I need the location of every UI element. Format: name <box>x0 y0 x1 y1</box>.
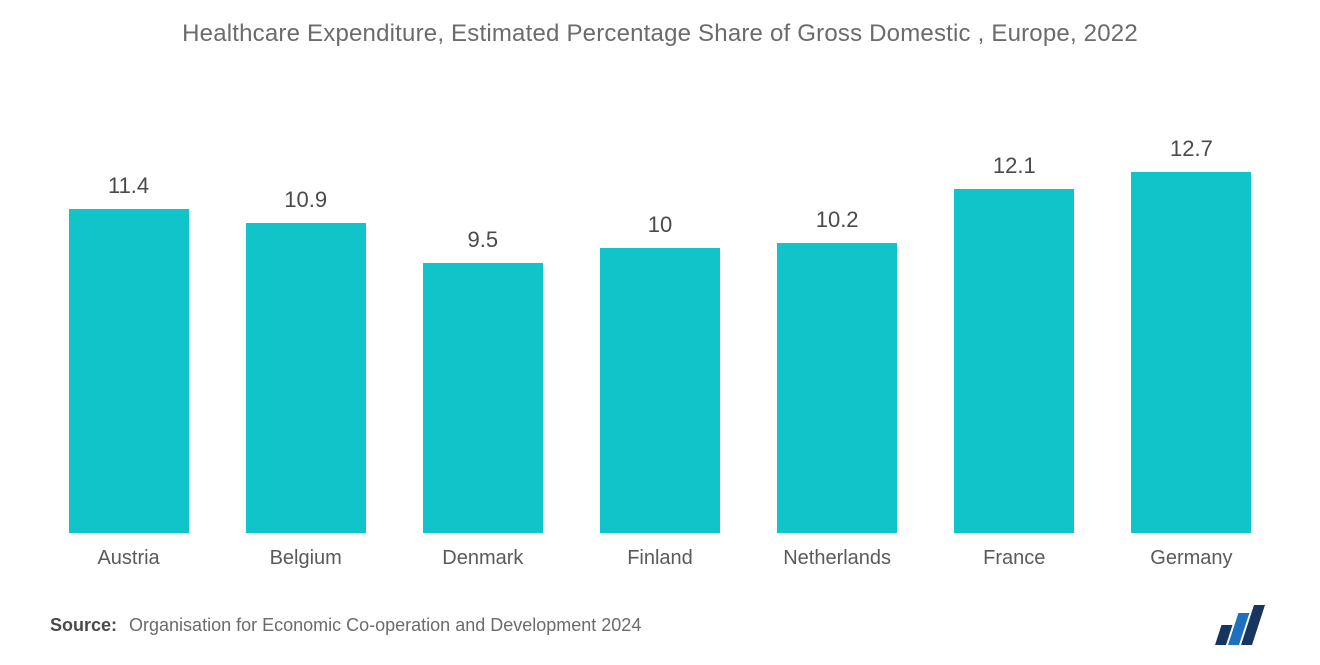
bar <box>1131 172 1251 533</box>
bar-value-label: 10.9 <box>284 187 327 213</box>
bar-value-label: 12.1 <box>993 153 1036 179</box>
x-axis-label: Denmark <box>442 547 523 575</box>
bar-value-label: 9.5 <box>468 227 499 253</box>
source-block: Source: Organisation for Economic Co-ope… <box>50 615 641 636</box>
x-axis-label: Netherlands <box>783 547 891 575</box>
chart-title: Healthcare Expenditure, Estimated Percen… <box>30 20 1290 48</box>
bar <box>777 243 897 533</box>
x-axis-label: France <box>983 547 1045 575</box>
bar-group: 10.9 Belgium <box>217 118 394 575</box>
x-axis-label: Germany <box>1150 547 1232 575</box>
bar-value-label: 12.7 <box>1170 136 1213 162</box>
bar <box>246 223 366 533</box>
x-axis-label: Finland <box>627 547 693 575</box>
bar <box>423 263 543 533</box>
bar-group: 10.2 Netherlands <box>749 118 926 575</box>
bar-value-label: 10 <box>648 212 672 238</box>
x-axis-label: Belgium <box>270 547 342 575</box>
bar-group: 9.5 Denmark <box>394 118 571 575</box>
x-axis-label: Austria <box>97 547 159 575</box>
source-label: Source: <box>50 615 117 636</box>
chart-plot-area: 11.4 Austria 10.9 Belgium 9.5 Denmark 10 Finlan… <box>30 58 1290 575</box>
bar-group: 12.1 France <box>926 118 1103 575</box>
chart-container: Healthcare Expenditure, Estimated Percen… <box>0 0 1320 665</box>
bar-value-label: 10.2 <box>816 207 859 233</box>
bar-group: 11.4 Austria <box>40 118 217 575</box>
bar-group: 12.7 Germany <box>1103 118 1280 575</box>
bar <box>69 209 189 533</box>
source-text: Organisation for Economic Co-operation a… <box>129 615 641 636</box>
bar <box>600 248 720 533</box>
bar <box>954 189 1074 533</box>
brand-logo <box>1210 605 1270 645</box>
chart-footer: Source: Organisation for Economic Co-ope… <box>30 575 1290 655</box>
bar-value-label: 11.4 <box>108 173 149 199</box>
bar-group: 10 Finland <box>571 118 748 575</box>
